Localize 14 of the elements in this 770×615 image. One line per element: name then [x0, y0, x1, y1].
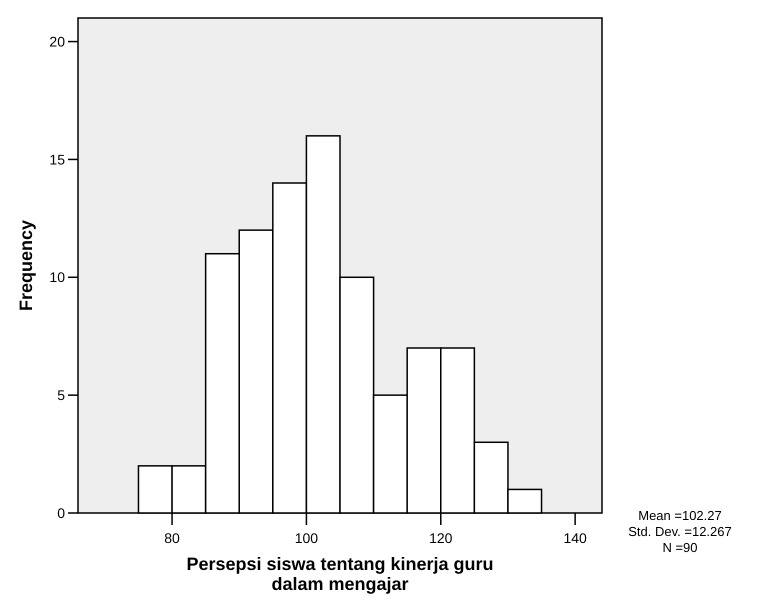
- text: Mean =102.27: [638, 508, 722, 523]
- x-tick-label: 80: [164, 530, 180, 546]
- y-tick-label: 5: [57, 387, 66, 404]
- y-tick-label: 0: [57, 504, 66, 521]
- x-tick-label: 100: [294, 530, 318, 546]
- y-tick-label: 15: [49, 151, 66, 168]
- x-tick-label: 140: [563, 530, 588, 546]
- x-axis-title: Persepsi siswa tentang kinerja guru dalam mengajar: [186, 554, 494, 594]
- x-tick-label: 120: [429, 530, 453, 546]
- text: N =90: [662, 540, 698, 555]
- y-tick-label: 20: [49, 33, 66, 50]
- text: Std. Dev. =12.267: [628, 524, 732, 539]
- y-axis-title: Frequency: [16, 220, 36, 312]
- y-tick-label: 10: [49, 269, 66, 286]
